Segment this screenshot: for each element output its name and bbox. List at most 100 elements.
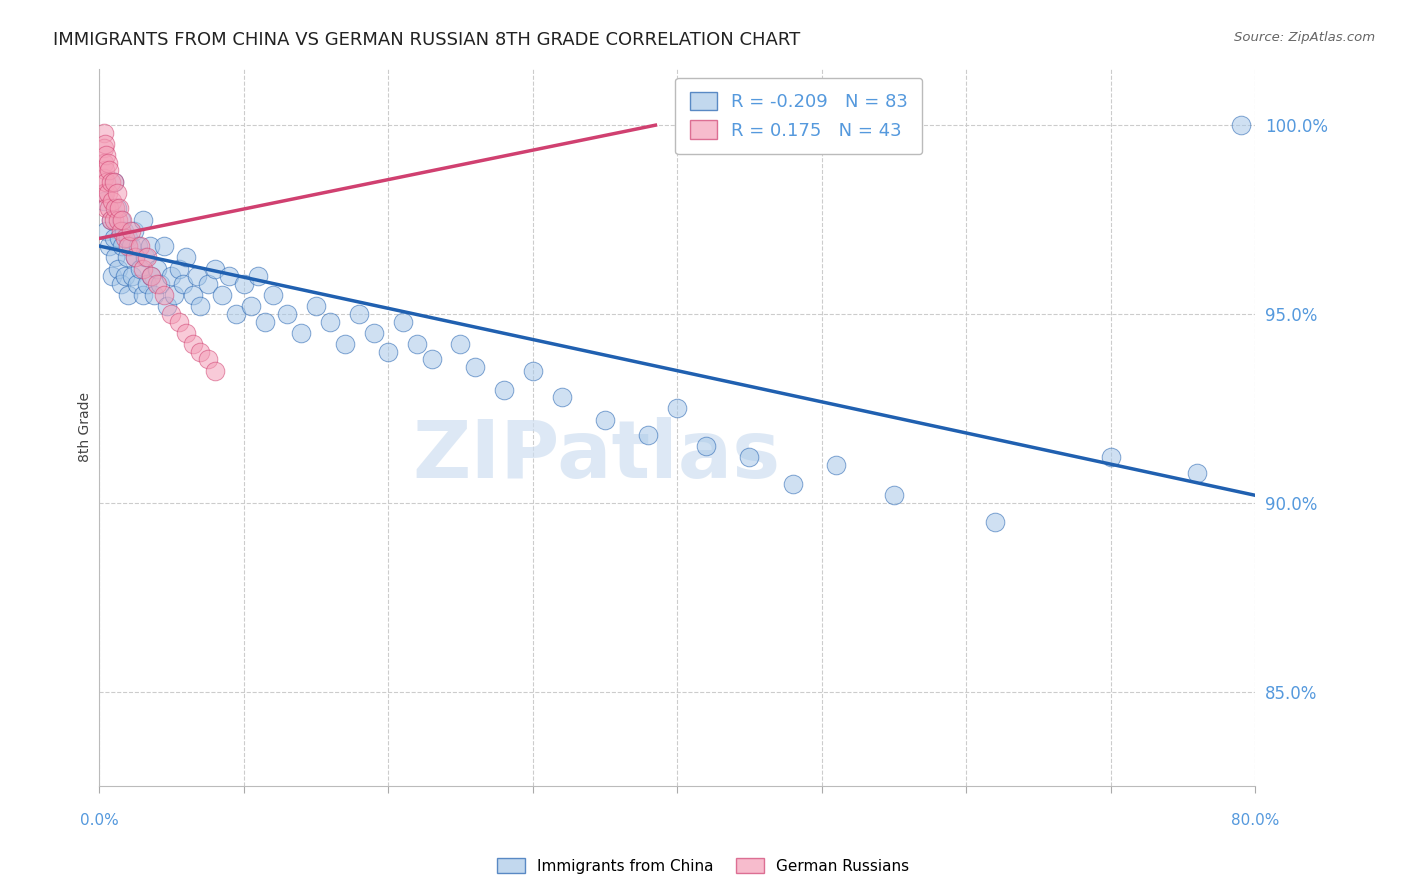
Point [593,413,616,427]
Text: 80.0%: 80.0% [1230,813,1279,828]
Point [103,231,125,245]
Point [883,488,905,502]
Point [93,156,115,170]
Point [96,148,118,162]
Text: Source: ZipAtlas.com: Source: ZipAtlas.com [1234,31,1375,45]
Point [105,201,128,215]
Point [276,307,298,321]
Point [115,251,138,265]
Point [153,239,176,253]
Point [146,277,169,291]
Point [449,337,471,351]
Point [100,212,122,227]
Point [377,344,399,359]
Point [333,337,356,351]
Point [160,307,183,321]
Point [103,212,125,227]
Point [127,239,149,253]
Point [117,239,139,253]
Point [111,212,134,227]
Point [181,337,204,351]
Point [110,224,132,238]
Text: IMMIGRANTS FROM CHINA VS GERMAN RUSSIAN 8TH GRADE CORRELATION CHART: IMMIGRANTS FROM CHINA VS GERMAN RUSSIAN … [53,31,800,49]
Point [1099,450,1122,465]
Legend: Immigrants from China, German Russians: Immigrants from China, German Russians [491,852,915,880]
Point [103,175,125,189]
Point [349,307,371,321]
Point [100,175,122,189]
Point [135,277,157,291]
Point [128,239,150,253]
Point [188,300,211,314]
Point [319,314,342,328]
Point [93,126,115,140]
Point [522,364,544,378]
Point [104,201,127,215]
Point [492,383,515,397]
Point [94,186,117,201]
Point [149,277,172,291]
Point [197,352,219,367]
Y-axis label: 8th Grade: 8th Grade [79,392,93,462]
Point [146,261,169,276]
Point [181,288,204,302]
Point [550,390,572,404]
Point [98,163,121,178]
Point [96,175,118,189]
Point [114,269,136,284]
Point [120,224,142,238]
Point [97,186,120,201]
Point [101,269,124,284]
Point [110,277,132,291]
Point [104,251,127,265]
Point [738,450,761,465]
Point [153,288,176,302]
Point [167,314,190,328]
Point [128,261,150,276]
Point [141,269,163,284]
Point [204,261,226,276]
Point [391,314,413,328]
Point [160,269,183,284]
Point [163,288,186,302]
Point [100,212,122,227]
Point [122,224,145,238]
Point [94,163,117,178]
Point [96,224,118,238]
Point [134,251,156,265]
Point [247,269,270,284]
Point [218,269,240,284]
Point [135,251,157,265]
Point [141,269,163,284]
Text: ZIPatlas: ZIPatlas [412,417,780,495]
Point [254,314,277,328]
Point [305,300,328,314]
Point [197,277,219,291]
Point [103,175,125,189]
Point [262,288,284,302]
Point [637,427,659,442]
Point [94,136,117,151]
Point [156,300,179,314]
Point [1229,118,1251,132]
Point [143,288,166,302]
Point [204,364,226,378]
Point [139,239,162,253]
Point [124,251,146,265]
Point [363,326,385,340]
Point [172,277,194,291]
Point [188,344,211,359]
Point [174,326,197,340]
Point [121,269,143,284]
Point [108,231,131,245]
Point [131,261,153,276]
Point [225,307,247,321]
Legend: R = -0.209   N = 83, R = 0.175   N = 43: R = -0.209 N = 83, R = 0.175 N = 43 [675,78,922,154]
Point [96,201,118,215]
Point [117,288,139,302]
Point [174,251,197,265]
Point [406,337,429,351]
Point [984,515,1007,529]
Point [131,288,153,302]
Point [695,439,717,453]
